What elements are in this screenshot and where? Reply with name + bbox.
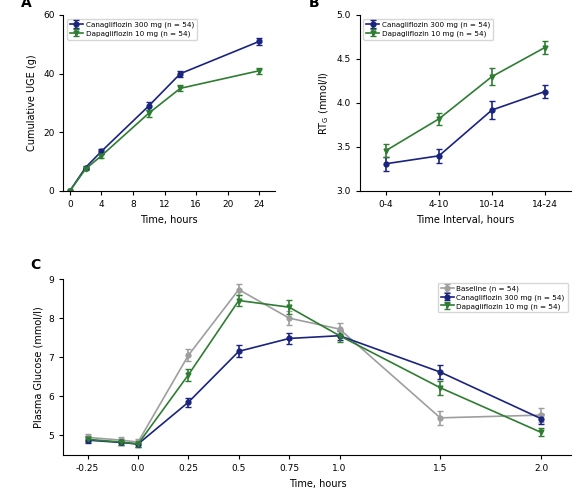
Text: C: C — [31, 258, 41, 272]
X-axis label: Time, hours: Time, hours — [140, 214, 198, 224]
Y-axis label: $\mathregular{RT_G}$ (mmol/l): $\mathregular{RT_G}$ (mmol/l) — [317, 71, 331, 135]
Y-axis label: Plasma Glucose (mmol/l): Plasma Glucose (mmol/l) — [33, 306, 43, 428]
Legend: Baseline (n = 54), Canagliflozin 300 mg (n = 54), Dapagliflozin 10 mg (n = 54): Baseline (n = 54), Canagliflozin 300 mg … — [438, 282, 568, 312]
X-axis label: Time Interval, hours: Time Interval, hours — [417, 214, 515, 224]
Legend: Canagliflozin 300 mg (n = 54), Dapagliflozin 10 mg (n = 54): Canagliflozin 300 mg (n = 54), Dapaglifl… — [67, 18, 197, 40]
Y-axis label: Cumulative UGE (g): Cumulative UGE (g) — [27, 54, 38, 152]
Text: A: A — [21, 0, 32, 10]
X-axis label: Time, hours: Time, hours — [288, 478, 346, 488]
Text: B: B — [309, 0, 320, 10]
Legend: Canagliflozin 300 mg (n = 54), Dapagliflozin 10 mg (n = 54): Canagliflozin 300 mg (n = 54), Dapaglifl… — [364, 18, 493, 40]
